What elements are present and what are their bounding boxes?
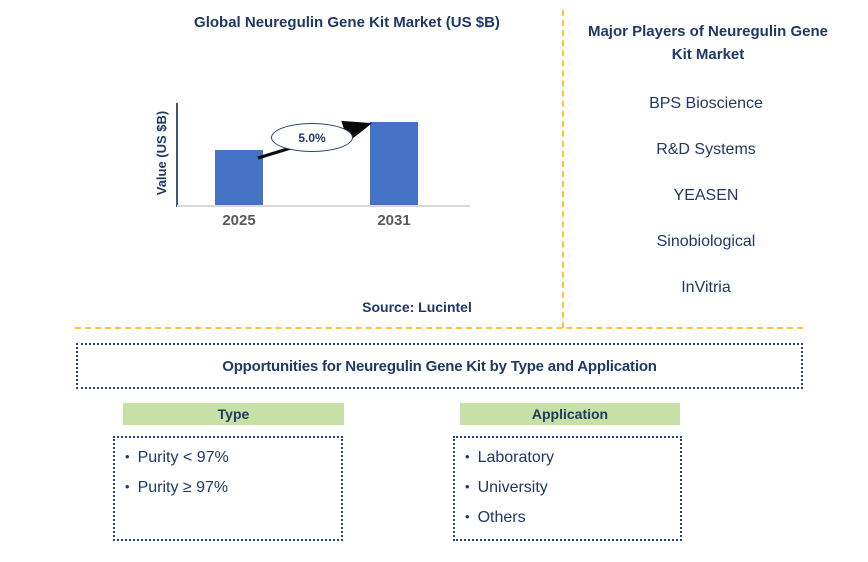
type-column-list: Purity < 97% Purity ≥ 97%: [113, 436, 343, 541]
bar-2025: [215, 150, 263, 205]
application-column-header: Application: [460, 403, 680, 425]
chart-title: Global Neuregulin Gene Kit Market (US $B…: [194, 14, 500, 31]
growth-arrow: [257, 120, 373, 160]
list-item: Purity < 97%: [125, 443, 341, 473]
application-column-list: Laboratory University Others: [453, 436, 682, 541]
vertical-divider: [562, 10, 564, 328]
player-item: R&D Systems: [656, 141, 756, 158]
player-item: Sinobiological: [656, 233, 756, 250]
player-item: BPS Bioscience: [649, 95, 763, 112]
horizontal-divider: [75, 327, 803, 329]
opportunities-box: Opportunities for Neuregulin Gene Kit by…: [76, 343, 803, 389]
player-item: YEASEN: [673, 187, 739, 204]
players-title: Major Players of Neuregulin Gene Kit Mar…: [587, 23, 829, 64]
list-item: Others: [465, 503, 680, 533]
list-item: Laboratory: [465, 443, 680, 473]
players-list: BPS Bioscience R&D Systems YEASEN Sinobi…: [570, 94, 842, 298]
growth-rate-badge: 5.0%: [271, 123, 353, 152]
growth-rate-label: 5.0%: [298, 130, 326, 145]
x-tick-2025: 2025: [222, 212, 256, 229]
y-axis-label: Value (US $B): [154, 110, 169, 196]
bar-2031: [370, 122, 418, 205]
x-tick-2031: 2031: [377, 212, 411, 229]
list-item: Purity ≥ 97%: [125, 473, 341, 503]
list-item: University: [465, 473, 680, 503]
opportunities-title: Opportunities for Neuregulin Gene Kit by…: [222, 357, 657, 375]
player-item: InVitria: [681, 279, 731, 296]
source-note: Source: Lucintel: [362, 299, 472, 315]
x-axis-line: [177, 205, 470, 207]
type-column-header: Type: [123, 403, 344, 425]
y-axis-line: [176, 103, 178, 207]
